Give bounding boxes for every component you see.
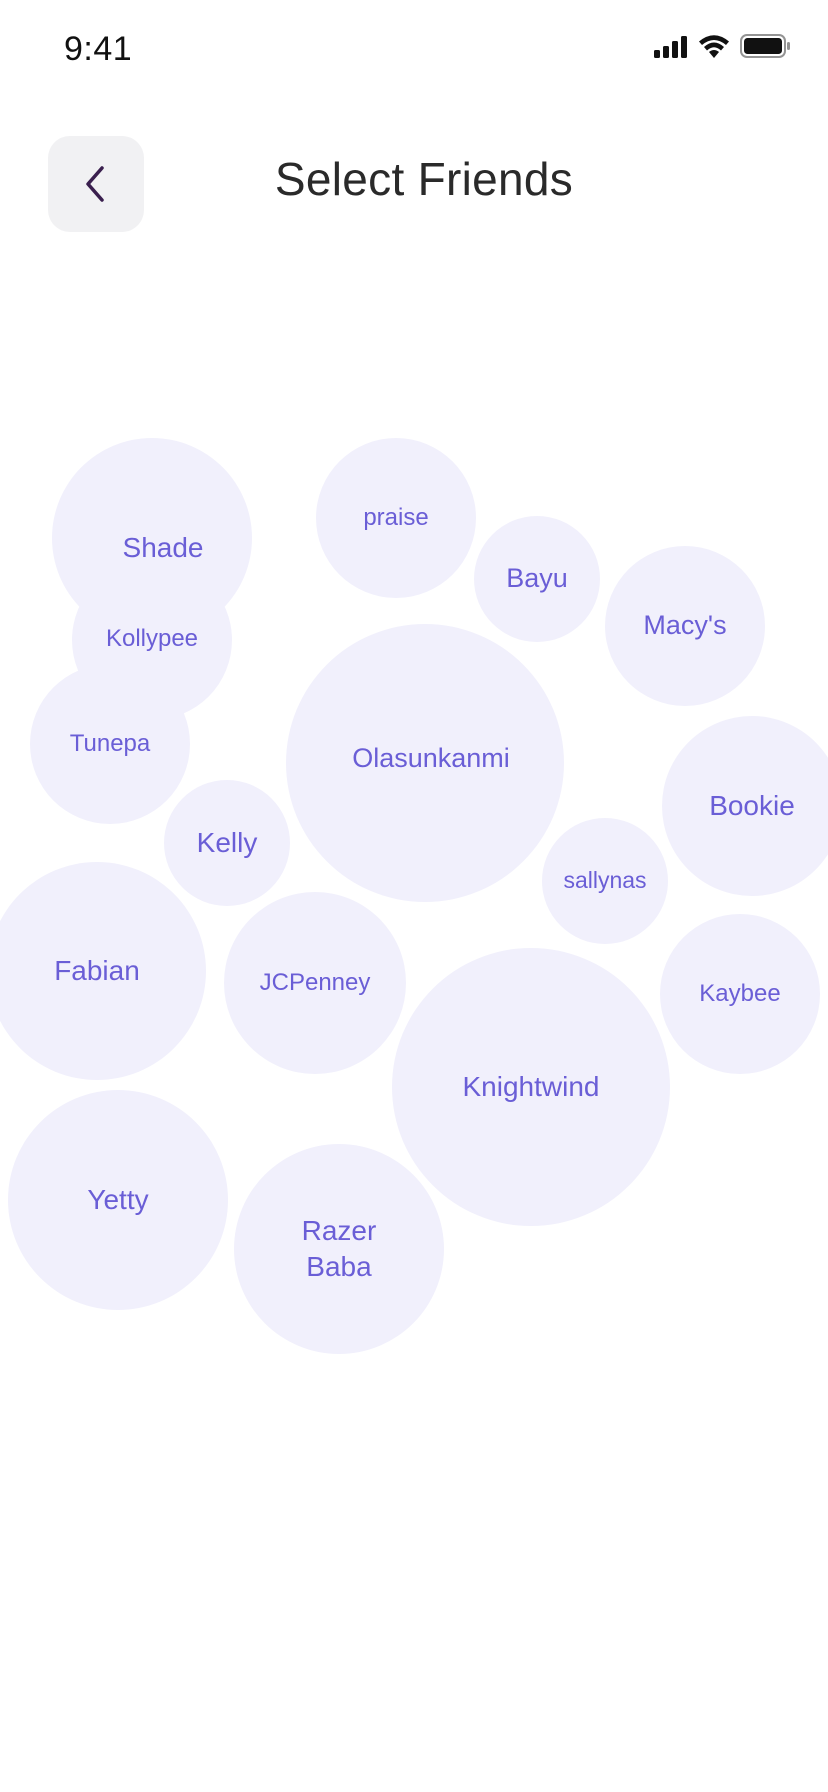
status-bar: 9:41 xyxy=(0,0,828,100)
friend-name: Shade xyxy=(122,531,204,563)
friend-name: JCPenney xyxy=(259,969,371,997)
friend-name: Bayu xyxy=(506,563,568,594)
friend-bubble-sallynas[interactable]: sallynas xyxy=(542,818,668,944)
friend-name: Kollypee xyxy=(105,625,199,653)
signal-icon xyxy=(654,36,687,58)
wifi-icon xyxy=(699,35,729,58)
friend-bubble-bayu[interactable]: Bayu xyxy=(474,516,600,642)
friend-name: Knightwind xyxy=(462,1070,600,1102)
friend-name: Macy's xyxy=(643,610,727,641)
chevron-left-icon xyxy=(86,166,104,202)
battery-icon xyxy=(740,34,790,58)
friend-name: Kelly xyxy=(196,826,258,858)
friend-bubble-praise[interactable]: praise xyxy=(316,438,476,598)
friend-bubble-kelly[interactable]: Kelly xyxy=(164,780,290,906)
friend-bubble-kaybee[interactable]: Kaybee xyxy=(660,914,820,1074)
status-icons xyxy=(654,30,794,62)
friend-name: Razer Baba xyxy=(301,1214,377,1282)
friend-name: Yetty xyxy=(87,1183,149,1215)
friend-bubble-knightwind[interactable]: Knightwind xyxy=(392,948,670,1226)
header: Select Friends xyxy=(0,130,828,240)
friend-bubble-fabian[interactable]: Fabian xyxy=(0,862,206,1080)
friend-name: praise xyxy=(363,504,429,532)
friend-name: Fabian xyxy=(54,954,140,986)
friend-name: Bookie xyxy=(709,789,795,821)
friend-bubble-yetty[interactable]: Yetty xyxy=(8,1090,228,1310)
friend-bubble-razer-baba[interactable]: Razer Baba xyxy=(234,1144,444,1354)
friend-bubble-olasunkanmi[interactable]: Olasunkanmi xyxy=(286,624,564,902)
friend-name: Olasunkanmi xyxy=(352,743,510,774)
friend-name: Tunepa xyxy=(69,730,151,758)
friend-bubble-bookie[interactable]: Bookie xyxy=(662,716,828,896)
friend-name: sallynas xyxy=(563,867,647,894)
friend-bubble-jcpenney[interactable]: JCPenney xyxy=(224,892,406,1074)
back-button[interactable] xyxy=(48,136,144,232)
page-title: Select Friends xyxy=(274,153,574,205)
friend-bubble-macys[interactable]: Macy's xyxy=(605,546,765,706)
status-time: 9:41 xyxy=(64,30,133,68)
friend-name: Kaybee xyxy=(699,980,781,1008)
friend-bubble-tunepa[interactable]: Tunepa xyxy=(30,664,190,824)
